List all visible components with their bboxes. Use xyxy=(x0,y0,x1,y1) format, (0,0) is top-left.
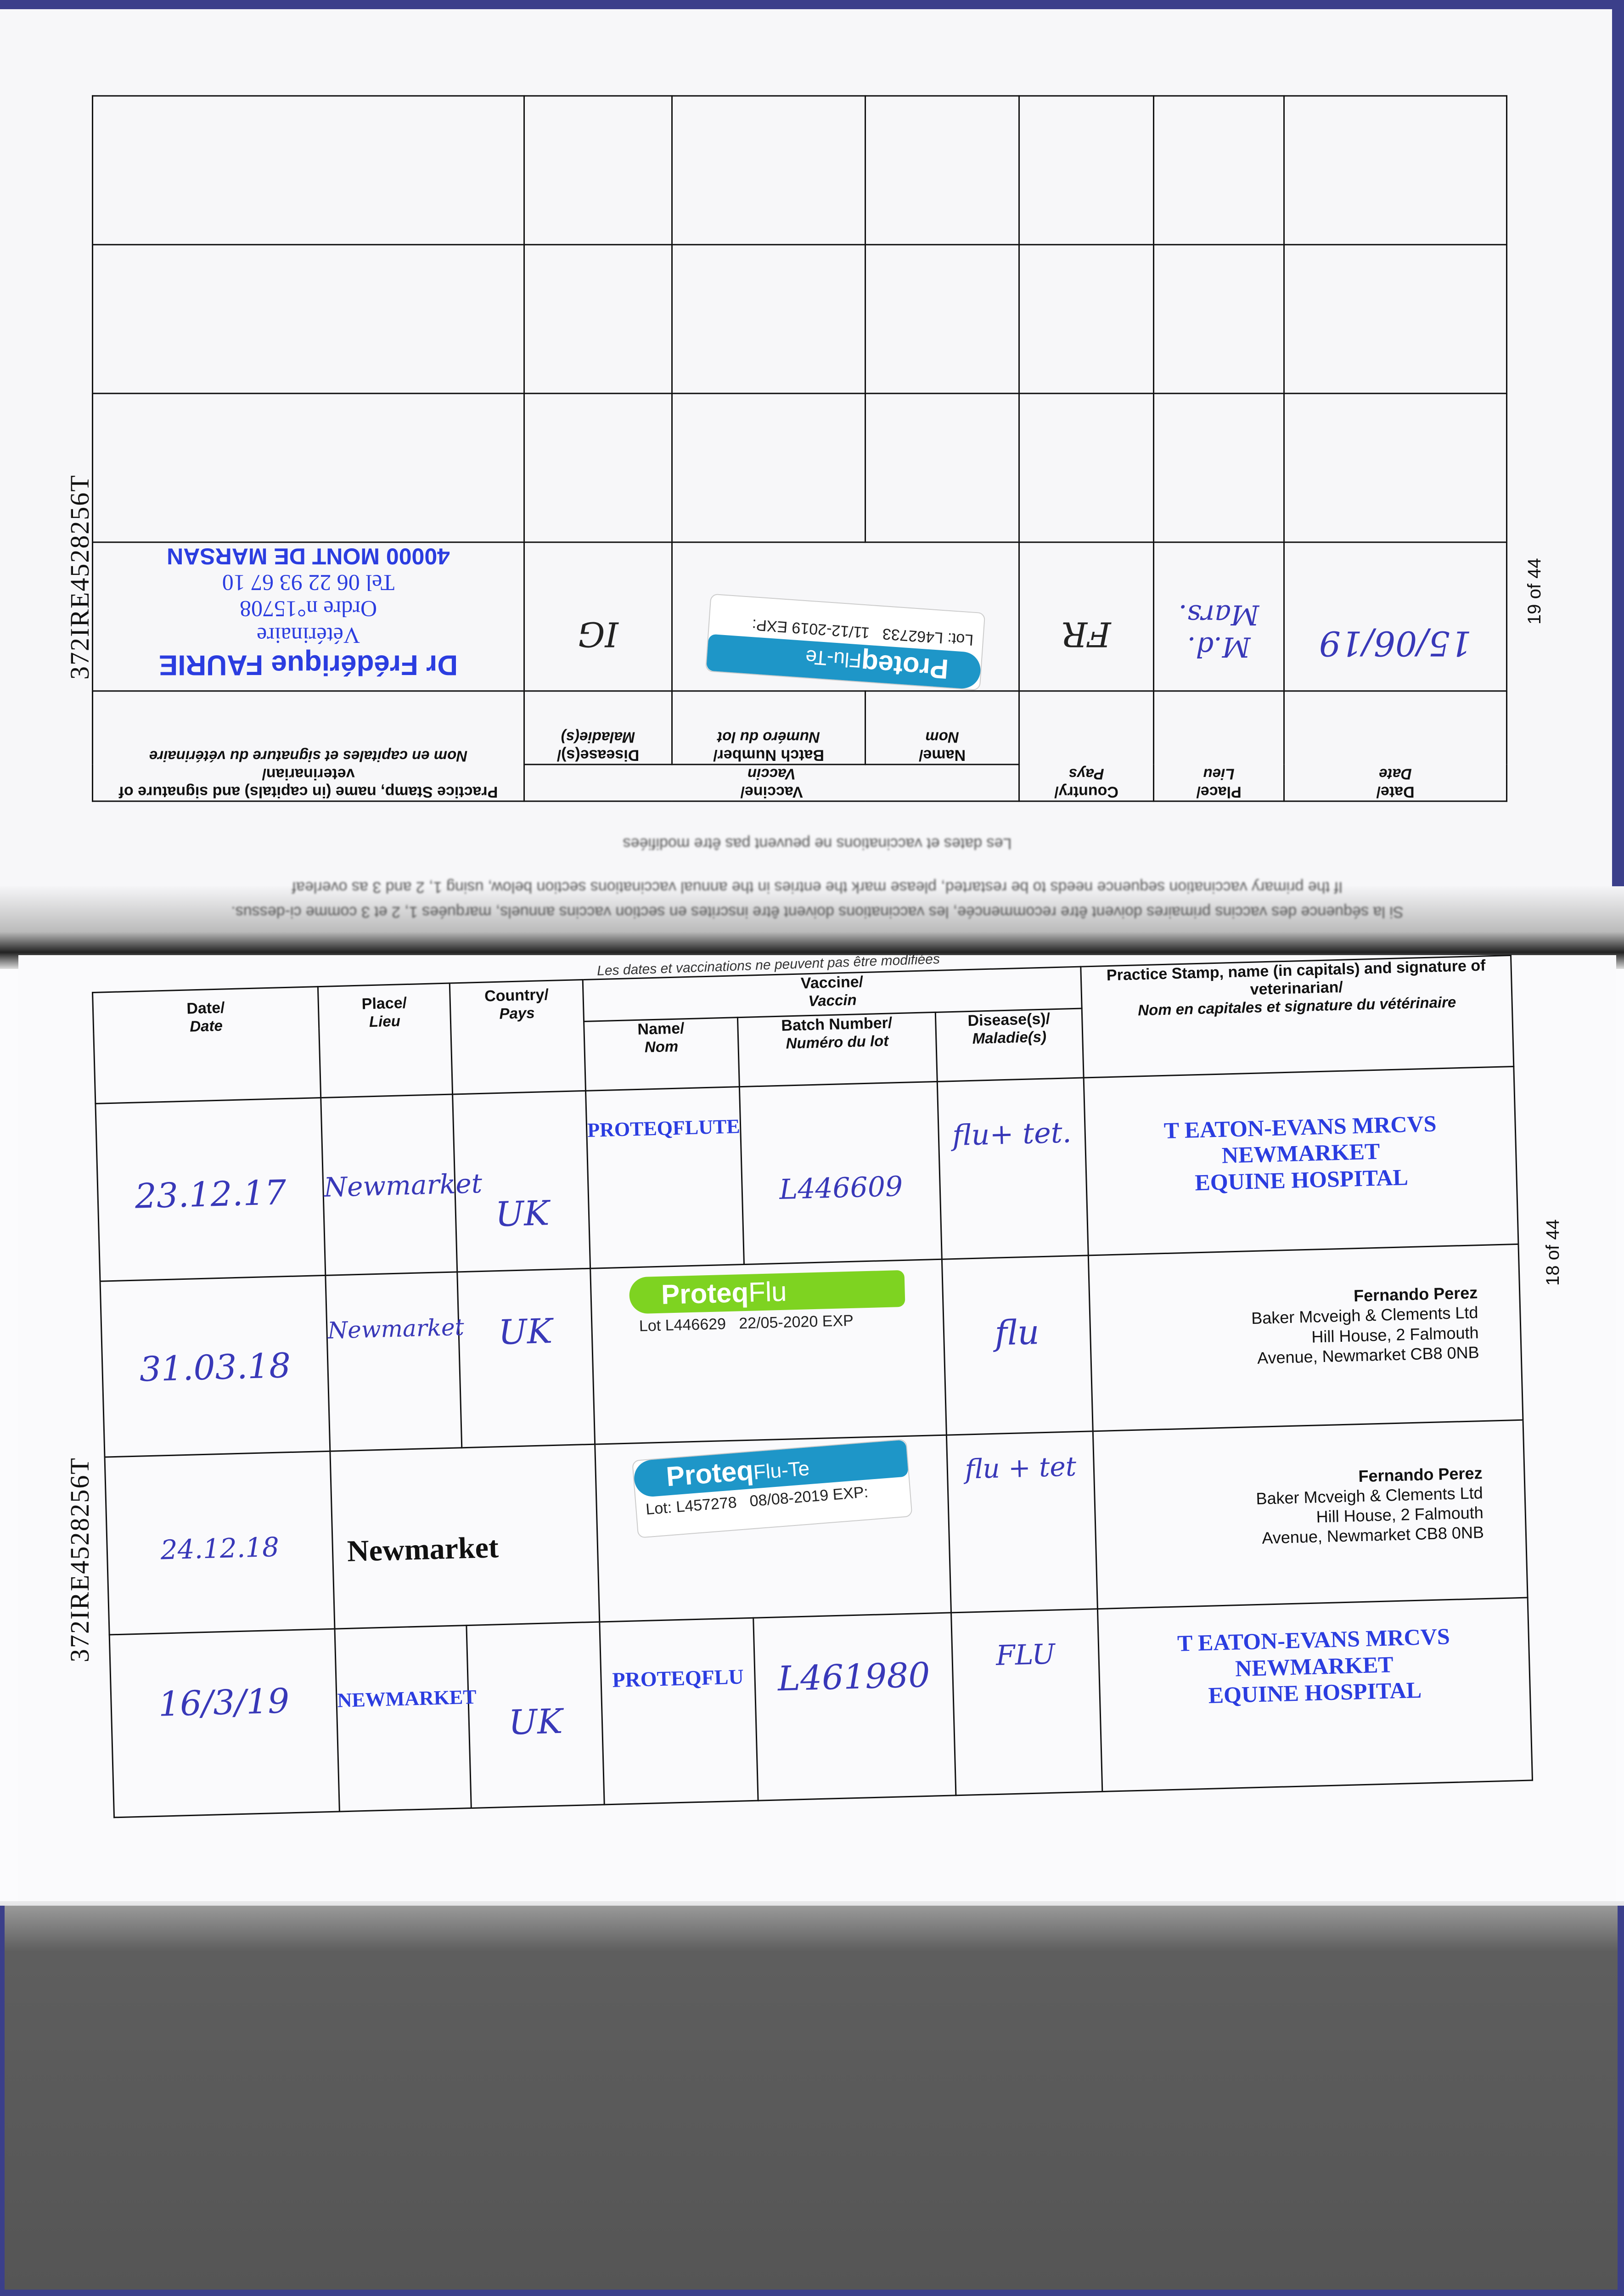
passport-number-top: 372IRE4528256T xyxy=(65,474,95,680)
table-row: 16/3/19 NEWMARKET UK PROTEQFLU L461980 F… xyxy=(109,1598,1533,1818)
cell-country: UK xyxy=(466,1622,605,1808)
header-stamp: Practice Stamp, name (in capitals) and s… xyxy=(92,691,524,801)
proteq-flu-te-sticker: ProteqFlu-Te Lot: L462733 11/12-2019 EXP… xyxy=(705,593,986,691)
cell-date: 24.12.18 xyxy=(105,1451,335,1635)
expiry: 08/08-2019 xyxy=(748,1486,829,1510)
cell-disease: IG xyxy=(524,542,672,691)
page-number-top: 19 of 44 xyxy=(1524,558,1545,625)
proteq-flu-te-sticker: ProteqFlu-Te Lot: L457278 08/08-2019 EXP… xyxy=(631,1439,913,1538)
expiry: 22/05-2020 xyxy=(738,1313,818,1333)
header-place: Place/Lieu xyxy=(318,983,453,1098)
lot-number: L446629 xyxy=(665,1315,726,1334)
exp-label: EXP: xyxy=(752,616,788,636)
cell-stamp: Dr Frédérique FAURIE Vétérinaire Ordre n… xyxy=(92,542,524,691)
lot-label: Lot: xyxy=(947,629,974,649)
header-country: Country/Pays xyxy=(1019,691,1154,801)
page-number-bottom: 18 of 44 xyxy=(1543,1219,1563,1286)
expiry: 11/12-2019 xyxy=(791,619,871,642)
cell-date: 31.03.18 xyxy=(100,1275,330,1457)
cell-place: Newmarket xyxy=(330,1444,600,1629)
lot-label: Lot xyxy=(639,1317,661,1335)
table-row-empty xyxy=(92,244,1507,394)
cell-place: Newmarket xyxy=(320,1094,483,1276)
cell-country: FR xyxy=(1019,542,1154,691)
top-vaccination-table: Date/Date Place/Lieu Country/Pays Vaccin… xyxy=(92,95,1507,802)
bottom-vaccination-table: Date/Date Place/Lieu Country/Pays Vaccin… xyxy=(92,955,1533,1818)
proteq-flu-sticker: ProteqFlu Lot L446629 22/05-2020 EXP xyxy=(629,1270,906,1356)
header-disease: Disease(s)/Maladie(s) xyxy=(524,691,672,765)
header-name: Name/Nom xyxy=(865,691,1019,765)
top-page xyxy=(0,0,1624,937)
lot-number: L462733 xyxy=(882,625,944,647)
cell-vaccine-sticker: ProteqFlu-Te Lot: L457278 08/08-2019 EXP… xyxy=(595,1435,951,1622)
lot-label: Lot: xyxy=(645,1498,673,1518)
cell-place: NEWMARKET xyxy=(334,1625,477,1812)
header-batch: Batch Number/Numéro du lot xyxy=(737,1012,938,1087)
header-row: Date/Date Place/Lieu Country/Pays Vaccin… xyxy=(92,691,1507,801)
vet-name: Dr Frédérique FAURIE xyxy=(158,649,458,681)
notice-line: Si la séquence des vaccins primaires doi… xyxy=(231,903,1404,921)
notice-line: If the primary vaccination sequence need… xyxy=(292,878,1343,896)
table-row: 15/06/19 M.d. Mars. FR ProteqFlu-Te Lot:… xyxy=(92,542,1507,691)
exp-label: EXP xyxy=(822,1312,854,1330)
cell-place: M.d. Mars. xyxy=(1153,542,1284,691)
exp-label: EXP: xyxy=(832,1483,869,1503)
cell-batch: L446609 xyxy=(739,1081,942,1265)
header-stamp: Practice Stamp, name (in capitals) and s… xyxy=(1080,955,1514,1078)
cell-place: Newmarket xyxy=(325,1272,464,1451)
header-date: Date/Date xyxy=(1284,691,1507,801)
scanner-background xyxy=(0,1906,1624,2296)
vet-title: Vétérinaire xyxy=(257,623,360,648)
cell-vaccine-sticker: ProteqFlu-Te Lot: L462733 11/12-2019 EXP… xyxy=(672,542,1019,691)
passport-number-bottom: 372IRE4528256T xyxy=(65,1457,95,1662)
header-place: Place/Lieu xyxy=(1153,691,1284,801)
table-row-empty xyxy=(92,96,1507,245)
vet-tel: Tel 06 22 93 67 10 xyxy=(222,570,395,596)
header-name: Name/Nom xyxy=(584,1017,740,1091)
cell-vaccine-name: PROTEQFLU xyxy=(599,1618,759,1805)
cell-stamp: Fernando Perez Baker Mcveigh & Clements … xyxy=(1093,1419,1528,1609)
vet-city: 40000 MONT DE MARSAN xyxy=(167,543,450,569)
header-disease: Disease(s)/Maladie(s) xyxy=(935,1008,1084,1081)
header-date: Date/Date xyxy=(92,986,321,1103)
cell-disease: flu xyxy=(942,1255,1093,1435)
cell-disease: flu + tet xyxy=(946,1431,1098,1613)
cell-vaccine-sticker: ProteqFlu Lot L446629 22/05-2020 EXP xyxy=(590,1259,947,1444)
cell-date: 15/06/19 xyxy=(1284,542,1507,691)
cell-date: 23.12.17 xyxy=(95,1097,326,1282)
header-country: Country/Pays xyxy=(450,979,586,1094)
cell-disease: flu+ tet. xyxy=(937,1077,1089,1260)
cell-stamp: Fernando Perez Baker Mcveigh & Clements … xyxy=(1088,1244,1523,1431)
cell-batch: L461980 xyxy=(753,1613,956,1801)
table-row-empty xyxy=(92,393,1507,542)
vet-ordre: Ordre n°15708 xyxy=(239,596,377,622)
notice-line: Les dates et vaccinations ne peuvent pas… xyxy=(623,835,1012,853)
header-vaccine: Vaccine/Vaccin xyxy=(524,764,1019,801)
top-notice: Si la séquence des vaccins primaires doi… xyxy=(220,831,1414,924)
table-row: 23.12.17 Newmarket UK PROTEQFLUTE L44660… xyxy=(95,1066,1518,1282)
cell-stamp: T EATON-EVANS MRCVS NEWMARKET EQUINE HOS… xyxy=(1097,1598,1533,1792)
cell-vaccine-name: PROTEQFLUTE xyxy=(585,1086,744,1269)
cell-date: 16/3/19 xyxy=(109,1629,340,1818)
header-batch: Batch Number/Numéro du lot xyxy=(672,691,865,765)
cell-disease: FLU xyxy=(951,1609,1102,1795)
cell-country: UK xyxy=(457,1268,595,1448)
table-row: 24.12.18 Newmarket ProteqFlu-Te Lot: L45… xyxy=(105,1419,1528,1635)
bottom-page xyxy=(18,955,1616,1919)
cell-stamp: T EATON-EVANS MRCVS NEWMARKET EQUINE HOS… xyxy=(1084,1066,1518,1256)
lot-number: L457278 xyxy=(675,1493,737,1516)
